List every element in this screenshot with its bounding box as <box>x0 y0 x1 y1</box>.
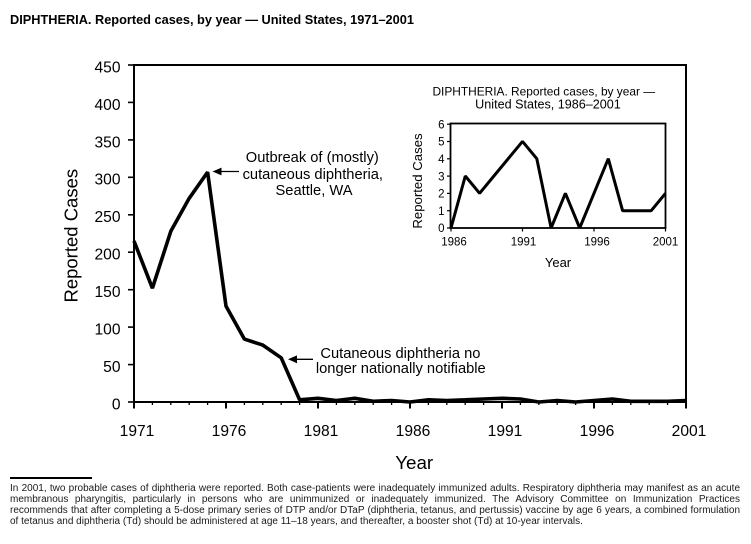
svg-text:0: 0 <box>112 396 121 413</box>
svg-text:1976: 1976 <box>212 423 247 440</box>
svg-text:cutaneous diphtheria,: cutaneous diphtheria, <box>243 167 383 183</box>
svg-text:5: 5 <box>438 137 444 149</box>
svg-text:DIPHTHERIA. Reported cases, by: DIPHTHERIA. Reported cases, by year — <box>432 85 655 99</box>
svg-text:6: 6 <box>438 119 444 131</box>
svg-text:2: 2 <box>438 189 444 201</box>
svg-text:2001: 2001 <box>672 423 707 440</box>
svg-text:3: 3 <box>438 171 444 183</box>
svg-text:Seattle, WA: Seattle, WA <box>275 183 352 199</box>
svg-text:150: 150 <box>94 284 120 301</box>
svg-text:4: 4 <box>438 154 445 166</box>
svg-text:300: 300 <box>94 172 120 189</box>
svg-text:1981: 1981 <box>304 423 339 440</box>
svg-text:United States, 1986–2001: United States, 1986–2001 <box>475 97 621 111</box>
svg-text:Reported Cases: Reported Cases <box>410 133 425 229</box>
svg-text:250: 250 <box>94 209 120 226</box>
svg-text:50: 50 <box>103 359 121 376</box>
svg-text:0: 0 <box>438 223 444 235</box>
svg-text:400: 400 <box>94 97 120 114</box>
svg-text:1986: 1986 <box>441 237 467 249</box>
svg-text:100: 100 <box>94 322 120 339</box>
svg-text:1991: 1991 <box>511 237 537 249</box>
svg-text:1971: 1971 <box>120 423 155 440</box>
svg-text:Year: Year <box>395 452 433 473</box>
svg-text:1996: 1996 <box>584 237 610 249</box>
svg-text:1: 1 <box>438 206 444 218</box>
svg-text:1986: 1986 <box>396 423 431 440</box>
svg-text:200: 200 <box>94 247 120 264</box>
svg-text:Outbreak of (mostly): Outbreak of (mostly) <box>246 150 379 166</box>
svg-text:Cutaneous diphtheria no: Cutaneous diphtheria no <box>320 346 480 362</box>
svg-text:longer nationally notifiable: longer nationally notifiable <box>316 361 486 377</box>
svg-text:450: 450 <box>94 59 120 76</box>
svg-text:2001: 2001 <box>653 237 679 249</box>
svg-text:Year: Year <box>545 255 572 270</box>
svg-text:1991: 1991 <box>488 423 523 440</box>
svg-text:350: 350 <box>94 134 120 151</box>
svg-text:Reported Cases: Reported Cases <box>61 169 82 303</box>
svg-text:1996: 1996 <box>580 423 615 440</box>
